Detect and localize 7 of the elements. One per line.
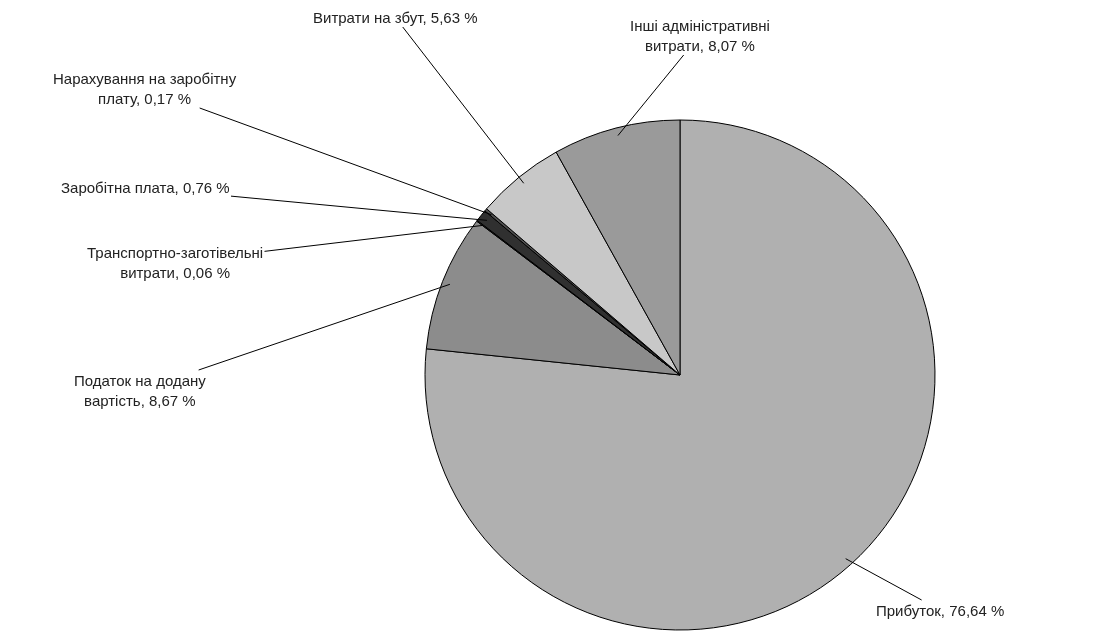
- slice-label: Інші адміністративні витрати, 8,07 %: [630, 17, 770, 54]
- slice-label: Витрати на збут, 5,63 %: [313, 9, 478, 26]
- slice-label: Прибуток, 76,64 %: [876, 602, 1005, 619]
- slice-label: Транспортно-заготівельні витрати, 0,06 %: [87, 244, 264, 281]
- slice-label: Податок на додану вартість, 8,67 %: [74, 372, 207, 409]
- slice-label: Нарахування на заробітну плату, 0,17 %: [53, 70, 237, 107]
- slice-label: Заробітна плата, 0,76 %: [61, 179, 230, 196]
